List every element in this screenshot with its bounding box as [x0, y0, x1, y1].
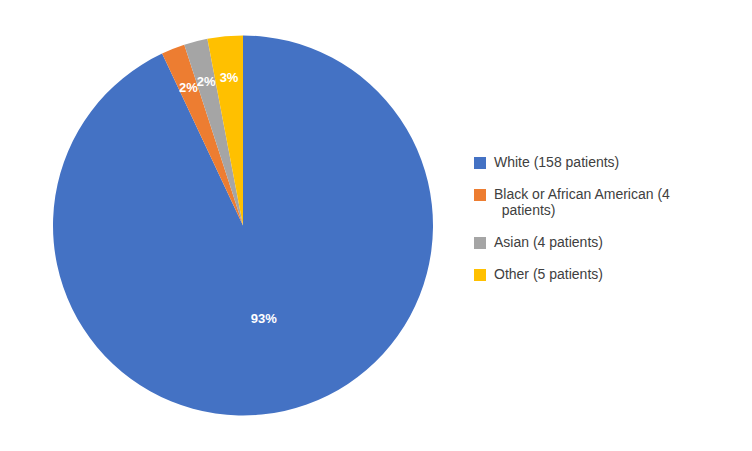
svg-text:2%: 2% — [197, 74, 216, 89]
svg-text:2%: 2% — [179, 80, 198, 95]
svg-text:93%: 93% — [251, 311, 277, 326]
html-text:Other (5 patients): Other (5 patients) — [494, 265, 603, 282]
html-text:Asian (4 patients): Asian (4 patients) — [494, 233, 603, 250]
html-text:Black or African American (4 p: Black or African American (4 patients) — [494, 185, 670, 218]
html-text:White (158 patients): White (158 patients) — [494, 153, 620, 170]
svg-text:3%: 3% — [220, 70, 239, 85]
